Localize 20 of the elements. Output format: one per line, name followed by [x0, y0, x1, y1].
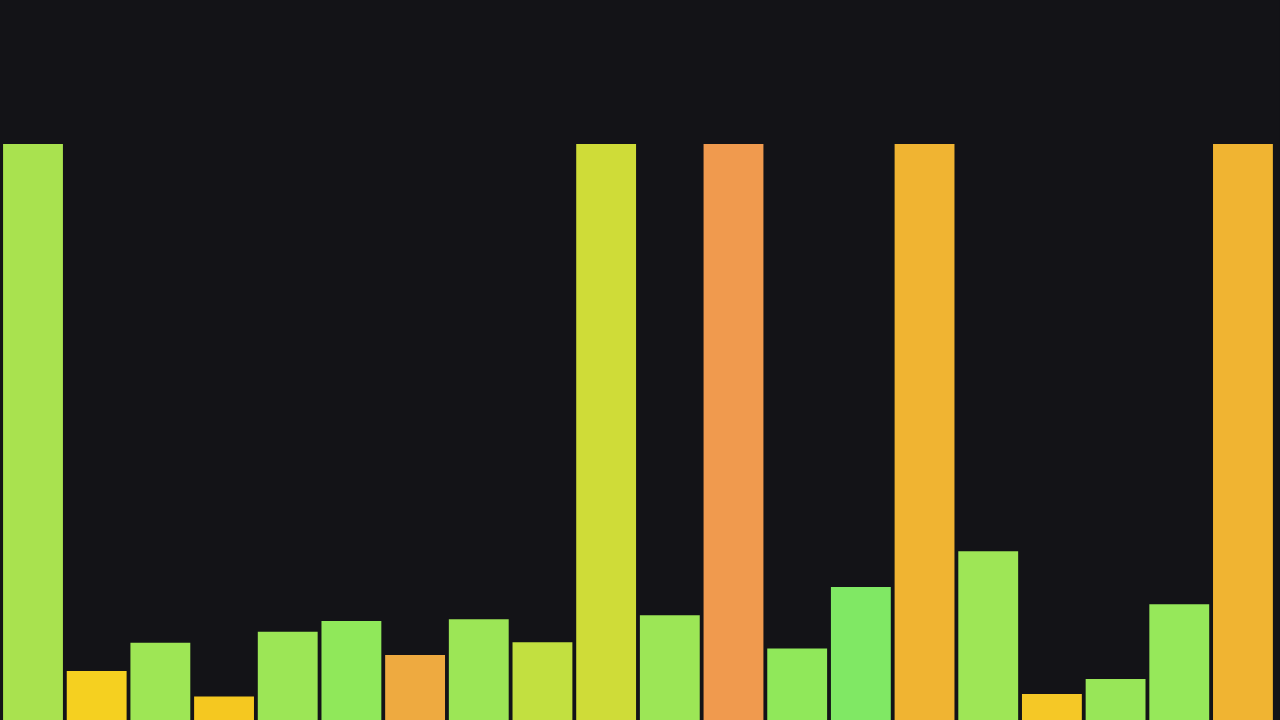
bar: [130, 642, 191, 720]
bar: [958, 551, 1019, 720]
bar: [66, 671, 127, 720]
bar: [512, 642, 573, 720]
bar: [639, 615, 700, 720]
bar: [894, 144, 955, 720]
bar: [703, 144, 764, 720]
bar: [3, 144, 63, 720]
bar: [576, 144, 637, 720]
bar: [321, 620, 382, 720]
bar: [448, 619, 509, 720]
bar: [194, 696, 254, 720]
bar: [1213, 144, 1273, 720]
bar: [257, 631, 318, 720]
bar: [1149, 604, 1210, 720]
bar: [767, 648, 828, 720]
bar: [385, 654, 446, 720]
bar: [1085, 679, 1146, 720]
bar: [1021, 694, 1082, 720]
bar: [830, 586, 891, 720]
